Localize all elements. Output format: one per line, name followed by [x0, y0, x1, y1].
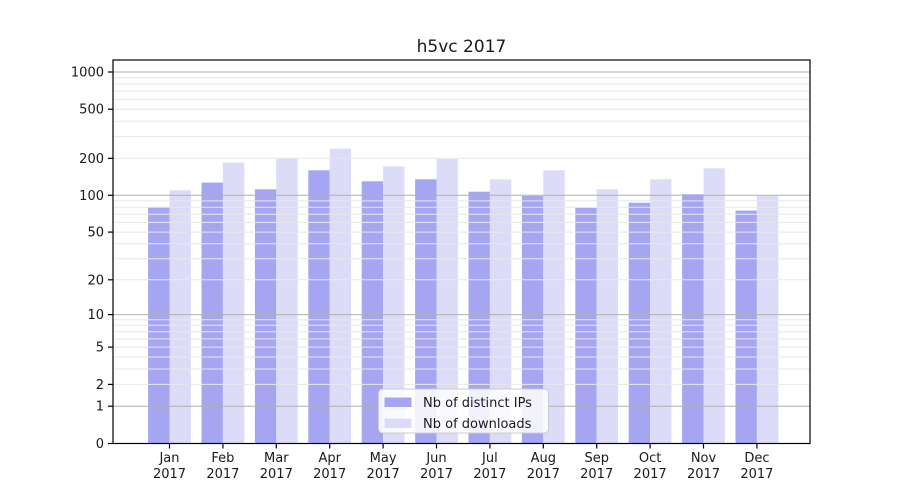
x-tick-label: Jun 2017	[420, 451, 453, 482]
y-tick-label: 0	[96, 437, 104, 452]
legend-swatch-downloads	[384, 418, 412, 428]
bar-downloads	[222, 162, 245, 444]
bar-distinct-ips	[628, 202, 651, 444]
y-tick-label: 10	[87, 308, 104, 323]
bar-downloads	[276, 158, 298, 444]
x-tick-label: Oct 2017	[634, 451, 667, 482]
x-tick-label: Nov 2017	[687, 451, 720, 482]
x-tick-label: Dec 2017	[740, 451, 773, 482]
legend: Nb of distinct IPs Nb of downloads	[378, 388, 549, 434]
bar-distinct-ips	[254, 189, 277, 444]
y-tick-label: 500	[79, 103, 104, 118]
y-tick-label: 2	[96, 378, 104, 393]
bar-distinct-ips	[201, 182, 223, 444]
axis-frame	[112, 59, 811, 445]
y-tick-label: 1000	[71, 66, 104, 81]
x-tick-label: May 2017	[367, 451, 400, 482]
bar-distinct-ips	[735, 210, 757, 444]
bar-downloads	[169, 190, 191, 444]
bar-downloads	[383, 166, 405, 444]
bar-distinct-ips	[415, 179, 437, 444]
y-tick-label: 200	[79, 152, 104, 167]
x-tick-label: Feb 2017	[206, 451, 239, 482]
legend-swatch-distinct-ips	[384, 397, 412, 407]
bar-downloads	[703, 168, 725, 444]
bar-downloads	[543, 170, 565, 444]
x-tick-label: Sep 2017	[580, 451, 613, 482]
chart-title: h5vc 2017	[417, 37, 507, 57]
x-tick-label: Aug 2017	[527, 451, 560, 482]
legend-frame	[378, 388, 549, 434]
bar-downloads	[596, 189, 619, 444]
bar-downloads	[329, 148, 352, 444]
x-tick-label: Apr 2017	[313, 451, 346, 482]
bar-distinct-ips	[468, 191, 490, 444]
bar-downloads	[436, 158, 458, 444]
bar-distinct-ips	[308, 170, 330, 444]
y-tick-label: 5	[96, 341, 104, 356]
y-tick-label: 1	[96, 400, 104, 415]
legend-label-distinct-ips: Nb of distinct IPs	[423, 396, 532, 411]
x-tick-label: Jul 2017	[473, 451, 506, 482]
legend-label-downloads: Nb of downloads	[423, 417, 532, 432]
x-tick-label: Mar 2017	[260, 451, 293, 482]
bar-distinct-ips	[682, 194, 704, 444]
y-tick-label: 50	[87, 226, 104, 241]
bar-distinct-ips	[361, 181, 384, 444]
bar-downloads	[650, 179, 672, 444]
y-tick-label: 20	[87, 273, 104, 288]
bar-downloads	[489, 179, 512, 444]
y-tick-label: 100	[79, 189, 104, 204]
x-tick-label: Jan 2017	[153, 451, 186, 482]
